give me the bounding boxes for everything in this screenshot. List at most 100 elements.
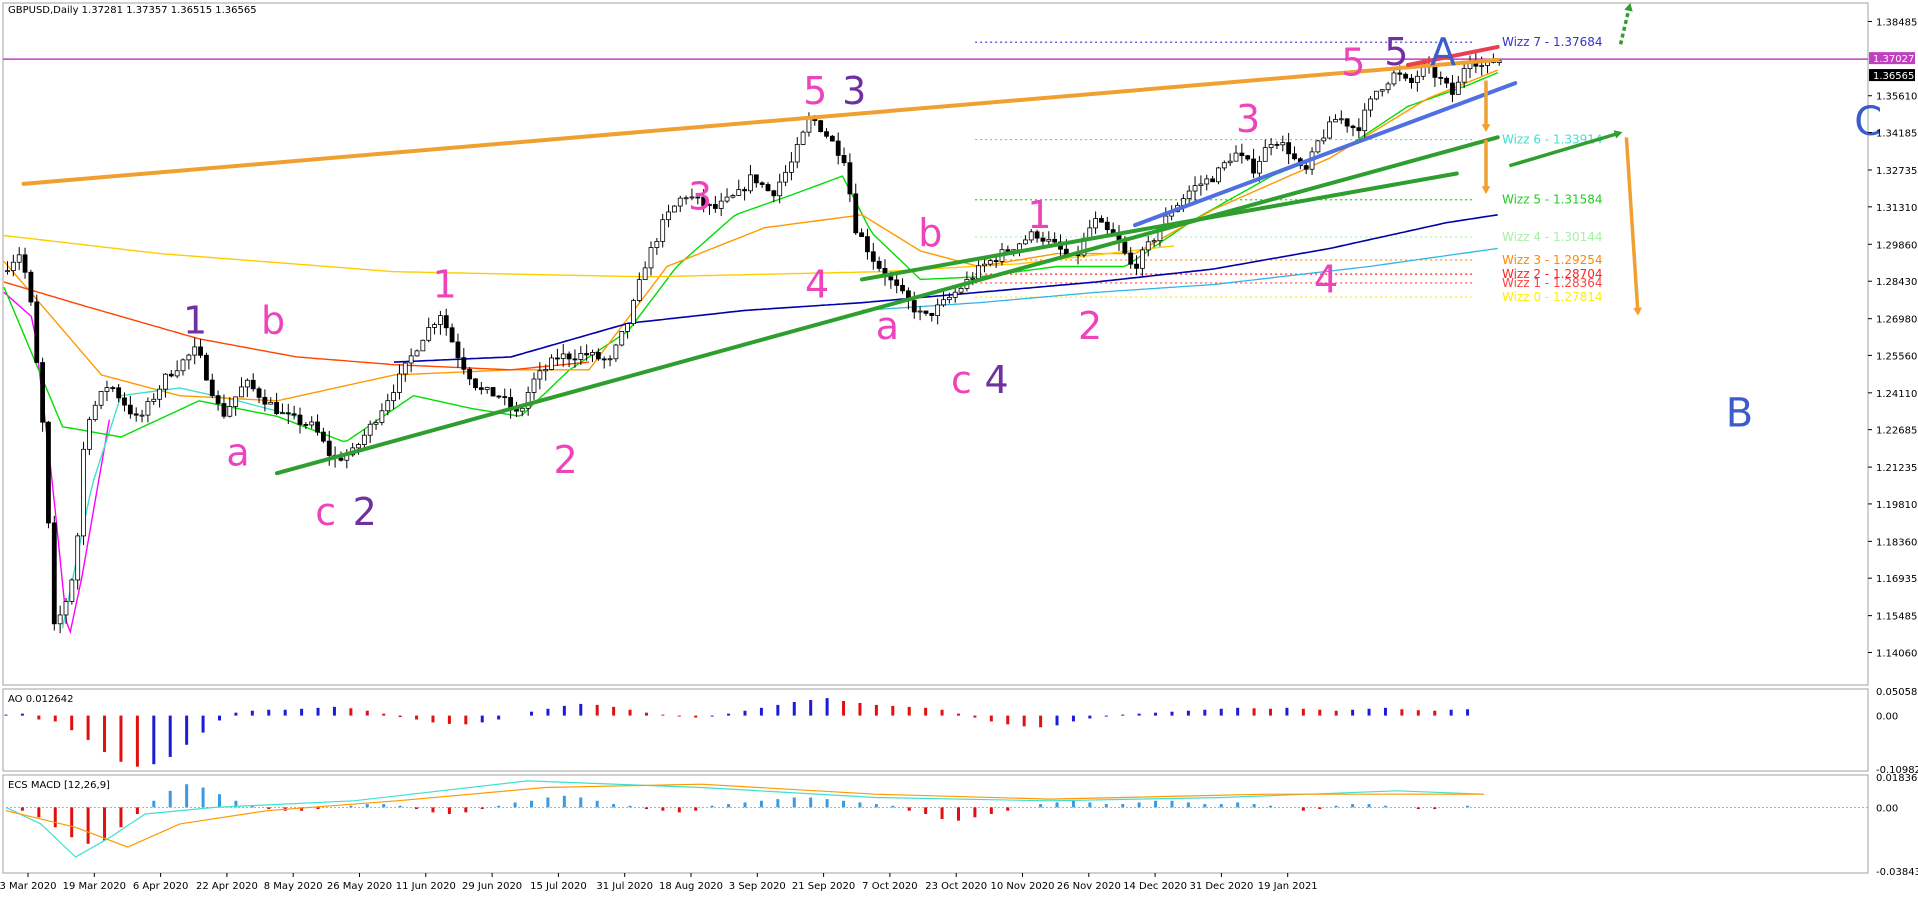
candle-body [1063,248,1069,255]
moving-average-line [3,281,590,371]
candle-body [356,444,361,449]
candle-body [748,174,753,192]
candle-body [1216,167,1221,183]
candle-body [490,387,496,397]
wave-label: a [876,304,899,348]
candle-body [1385,83,1391,91]
current-price-label: 1.36565 [1873,71,1914,82]
moving-average-line [3,69,1498,402]
candle-body [280,412,285,415]
candle-body [1186,190,1192,200]
moving-average-line [393,214,1498,363]
candle-body [829,135,835,142]
candle-body [63,601,69,616]
wizz-label: Wizz 1 - 1.28364 [1502,276,1603,290]
forecast-arrow-head [1624,3,1633,12]
candle-body [46,421,51,524]
date-tick-label: 23 Oct 2020 [925,881,987,892]
candle-body [753,174,759,184]
candle-body [157,388,163,400]
candle-body [186,354,192,361]
candle-body [952,291,958,298]
price-tick-label: 1.28430 [1876,277,1917,288]
candle-body [420,339,426,352]
candle-body [10,261,16,272]
ao-tick-label: 0.05058 [1876,687,1917,698]
candle-body [426,327,432,341]
date-tick-label: 10 Nov 2020 [990,881,1054,892]
price-tick-label: 1.26980 [1876,315,1917,326]
candle-body [34,301,40,363]
candle-body [1461,68,1467,83]
candle-body [730,195,736,198]
forecast-arrow-shaft [1508,132,1618,168]
date-tick-label: 18 Aug 2020 [659,881,723,892]
price-tick-label: 1.16935 [1876,574,1917,585]
wizz-levels: Wizz 7 - 1.37684 Wizz 6 - 1.33914 Wizz 5 -… [3,35,1868,304]
date-tick-label: 26 Nov 2020 [1057,881,1121,892]
candle-body [1262,147,1268,162]
candle-body [1303,165,1309,170]
candle-body [941,299,946,306]
candle-body [718,200,724,209]
wave-label: a [226,430,249,474]
candlesticks [5,51,1502,634]
ao-tick-label: 0.00 [1876,712,1898,723]
candle-body [1192,185,1198,192]
candle-body [1274,144,1280,146]
date-tick-label: 6 Apr 2020 [133,881,188,892]
moving-averages [3,69,1498,635]
candle-body [929,312,935,316]
wave-label: A [1430,30,1456,74]
ao-panel-frame [2,688,1869,772]
candle-body [993,260,999,262]
candle-body [1023,239,1028,245]
macd-header: ECS MACD [12,26,9] [8,780,110,791]
candle-body [701,196,707,206]
candle-body [484,387,490,390]
price-tick-label: 1.22685 [1876,426,1917,437]
candle-body [408,355,414,364]
price-tick-label: 1.29860 [1876,240,1917,251]
forecast-arrows [1481,3,1642,316]
candle-body [636,279,642,301]
forecast-arrow-shaft [1624,137,1640,310]
candle-body [625,323,630,332]
candle-body [1379,89,1385,92]
wave-label: 4 [805,263,829,307]
candle-body [1257,160,1262,174]
wave-label: 2 [353,490,377,534]
candle-body [28,271,34,303]
candle-body [151,398,157,402]
candle-body [274,401,280,415]
candle-body [631,300,636,325]
candle-body [584,353,590,356]
candle-body [1046,238,1052,242]
date-tick-label: 31 Jul 2020 [596,881,653,892]
date-tick-label: 8 May 2020 [264,881,323,892]
price-tick-label: 1.31310 [1876,203,1917,214]
candle-body [1128,252,1134,265]
candle-body [595,352,601,360]
price-tick-label: 1.14060 [1876,648,1917,659]
candle-body [104,387,110,392]
price-tick-label: 1.19810 [1876,500,1917,511]
candle-body [1350,125,1356,129]
price-tick-label: 1.24110 [1876,389,1917,400]
candle-body [648,247,654,269]
candle-body [215,395,221,404]
candle-body [1239,152,1245,157]
candle-body [759,182,765,185]
candle-body [209,379,215,397]
wave-label: 3 [1236,97,1260,141]
wave-label: c [315,490,336,534]
candle-body [22,254,28,273]
candle-body [1251,158,1256,174]
date-tick-label: 14 Dec 2020 [1123,881,1187,892]
date-tick-label: 29 Jun 2020 [462,881,522,892]
candle-body [789,161,794,173]
candle-body [835,140,841,156]
candle-body [361,434,367,445]
